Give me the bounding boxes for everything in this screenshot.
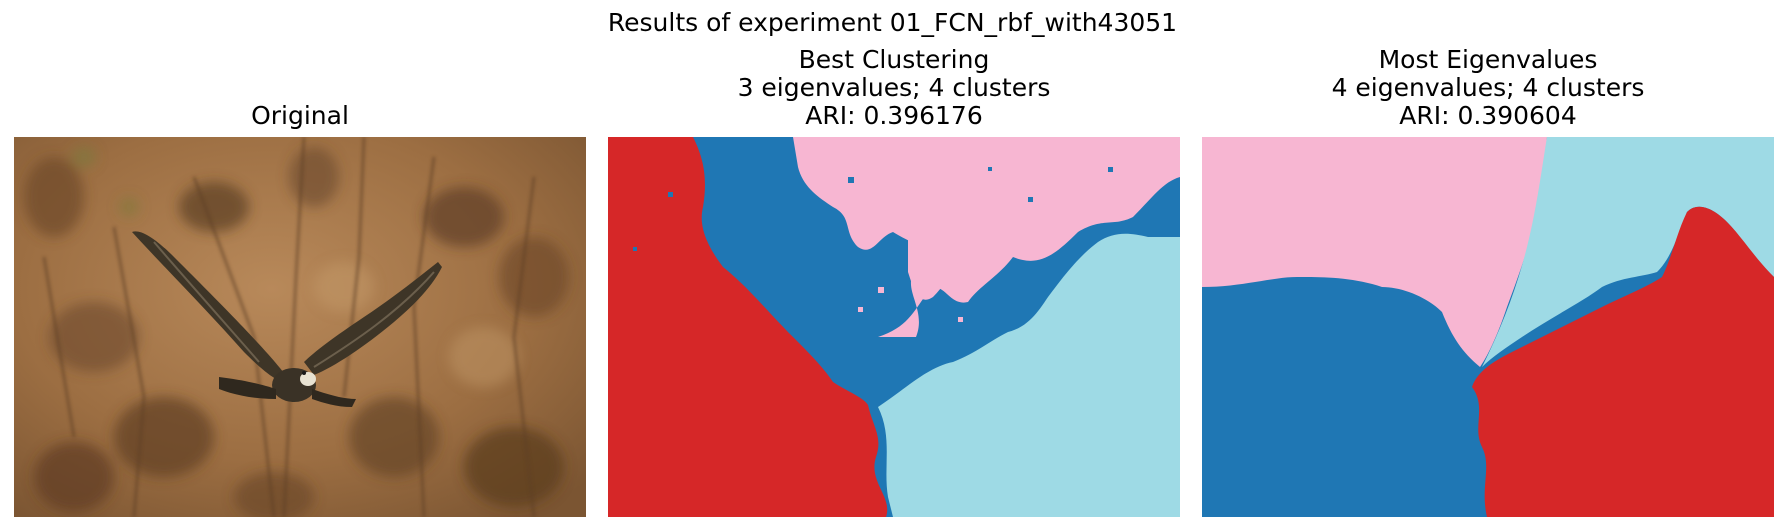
cluster-light-blue-region bbox=[1482, 137, 1774, 367]
branches bbox=[42, 137, 536, 517]
background-blobs bbox=[24, 147, 569, 517]
original-image-svg bbox=[14, 137, 586, 517]
cluster-red-region bbox=[608, 137, 888, 517]
cluster-pink-region-2 bbox=[908, 231, 968, 300]
best-clustering-title-line-3: ARI: 0.396176 bbox=[805, 101, 983, 130]
original-image bbox=[14, 137, 586, 517]
best-clustering-title: Best Clustering 3 eigenvalues; 4 cluster… bbox=[608, 46, 1180, 130]
cluster-pink-specks bbox=[858, 287, 963, 322]
most-eigenvalues-title-line-2: 4 eigenvalues; 4 clusters bbox=[1331, 73, 1645, 102]
best-clustering-image bbox=[608, 137, 1180, 517]
cluster-red-region bbox=[1472, 206, 1774, 517]
hawk-figure bbox=[132, 231, 442, 407]
cluster-light-blue-region bbox=[878, 233, 1180, 517]
most-eigenvalues-title-line-1: Most Eigenvalues bbox=[1378, 45, 1598, 74]
figure-suptitle: Results of experiment 01_FCN_rbf_with430… bbox=[607, 8, 1178, 37]
cluster-pink-region bbox=[1202, 137, 1547, 367]
most-eigenvalues-title-line-3: ARI: 0.390604 bbox=[1399, 101, 1577, 130]
best-clustering-svg bbox=[608, 137, 1180, 517]
cluster-pink-region bbox=[793, 137, 1180, 337]
original-title-line-1: Original bbox=[251, 101, 349, 130]
best-clustering-title-line-1: Best Clustering bbox=[798, 45, 990, 74]
cluster-noise-dots bbox=[633, 167, 1113, 251]
most-eigenvalues-title: Most Eigenvalues 4 eigenvalues; 4 cluste… bbox=[1202, 46, 1774, 130]
most-eigenvalues-image bbox=[1202, 137, 1774, 517]
original-title: Original bbox=[14, 102, 586, 130]
best-clustering-title-line-2: 3 eigenvalues; 4 clusters bbox=[737, 73, 1051, 102]
most-eigenvalues-svg bbox=[1202, 137, 1774, 517]
